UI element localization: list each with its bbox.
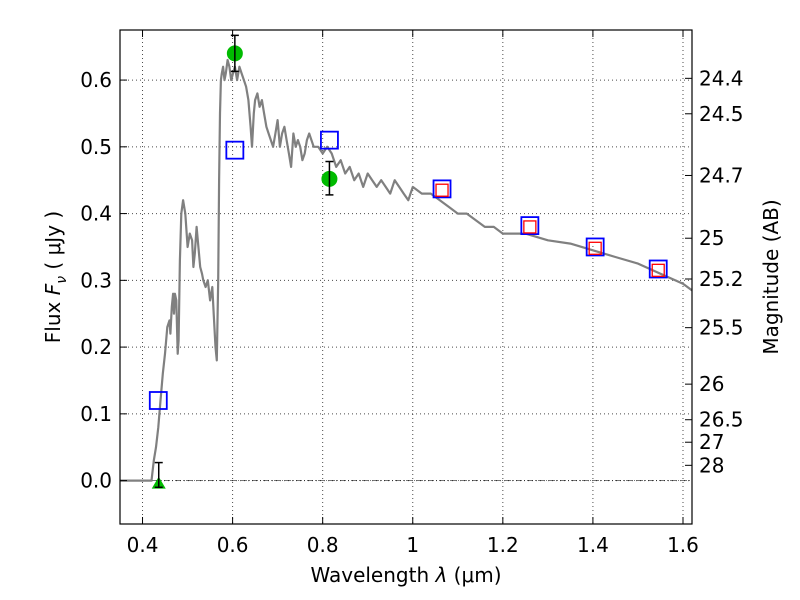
x-axis-label: Wavelength λ (μm) (310, 563, 501, 587)
grid (120, 30, 692, 524)
x-tick-label: 1.2 (487, 533, 519, 557)
plot-area (120, 34, 693, 489)
x-tick-label: 0.4 (127, 533, 159, 557)
magnitude-tick-label: 28 (699, 453, 724, 477)
model-spectrum-line (120, 58, 693, 482)
magnitude-tick-label: 24.7 (699, 163, 744, 187)
y-tick-label: 0.3 (80, 268, 112, 292)
magnitude-tick-label: 27 (699, 430, 724, 454)
y-tick-label: 0.5 (80, 135, 112, 159)
model-flux-square-marker (225, 140, 245, 160)
x-tick-label: 0.8 (307, 533, 339, 557)
x-tick-label: 1.4 (577, 533, 609, 557)
observed-flux-square-marker (588, 241, 602, 255)
magnitude-tick-label: 25 (699, 226, 724, 250)
y2-axis-label: Magnitude (AB) (759, 199, 783, 354)
model-flux-square-marker (520, 216, 540, 235)
x-tick-label: 1.6 (667, 533, 699, 557)
magnitude-tick-label: 25.2 (699, 267, 744, 291)
magnitude-tick-label: 24.5 (699, 102, 744, 126)
x-tick-label: 0.6 (217, 533, 249, 557)
axes-frame (119, 29, 693, 525)
axis-labels: Wavelength λ (μm) Flux Fν ( μJy ) Magnit… (41, 199, 783, 587)
magnitude-tick-label: 26 (699, 372, 724, 396)
y-tick-label: 0.1 (80, 402, 112, 426)
magnitude-tick-label: 24.4 (699, 66, 744, 90)
observed-flux-square-marker (651, 263, 665, 277)
magnitude-tick-label: 26.5 (699, 408, 744, 432)
model-flux-square-marker (585, 237, 605, 257)
magnitude-tick-label: 25.5 (699, 316, 744, 340)
y-tick-label: 0.0 (80, 469, 112, 493)
model-flux-square-marker (148, 391, 168, 410)
model-flux-square-marker (432, 179, 452, 199)
y-tick-label: 0.4 (80, 202, 112, 226)
x-tick-label: 1 (406, 533, 419, 557)
observed-flux-square-marker (523, 220, 537, 234)
ticks: 0.4 0.6 0.8 1 1.2 1.4 1.6 0.0 0.1 0.2 0.3 0.4 0.5 0.6… (80, 30, 744, 557)
y-axis-label: Flux Fν ( μJy ) (41, 211, 70, 343)
model-flux-square-marker (648, 259, 668, 279)
y-tick-label: 0.2 (80, 335, 112, 359)
y-tick-label: 0.6 (80, 68, 112, 92)
observed-flux-square-marker (435, 183, 449, 197)
model-flux-square-marker (320, 130, 339, 150)
